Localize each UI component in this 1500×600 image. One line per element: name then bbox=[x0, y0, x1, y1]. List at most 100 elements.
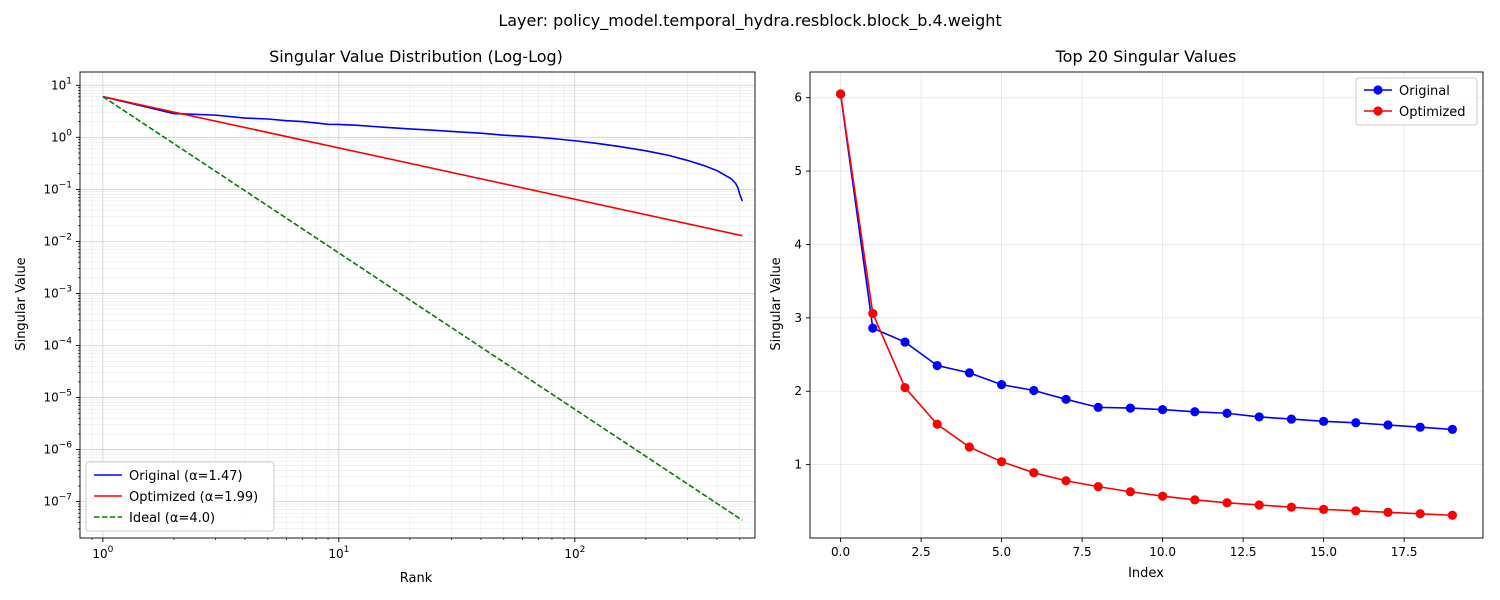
y-tick-label: 10−2 bbox=[43, 232, 72, 248]
top20-axes-frame bbox=[809, 71, 1484, 539]
y-tick-label: 3 bbox=[794, 311, 802, 325]
y-tick-label: 10−4 bbox=[43, 336, 72, 352]
loglog-x-axis-label: Rank bbox=[400, 571, 433, 586]
y-tick-exponent: −4 bbox=[59, 336, 73, 346]
legend-label-original-1-47: Original (α=1.47) bbox=[129, 469, 243, 484]
x-tick-label: 102 bbox=[564, 545, 585, 561]
x-tick-label: 0.0 bbox=[831, 545, 850, 559]
loglog-series-group bbox=[102, 95, 743, 521]
top20-panel: Top 20 Singular Values Index Singular Va… bbox=[769, 47, 1484, 581]
plot-frame bbox=[809, 71, 1484, 539]
y-tick-base: 10 bbox=[43, 495, 58, 509]
data-point-optimized bbox=[1029, 468, 1039, 478]
y-tick-exponent: 0 bbox=[66, 128, 72, 138]
y-tick-exponent: 1 bbox=[66, 76, 72, 86]
top20-chart-title: Top 20 Singular Values bbox=[1055, 47, 1237, 66]
data-point-optimized bbox=[1093, 482, 1103, 492]
x-tick-base: 10 bbox=[328, 547, 343, 561]
loglog-legend: Original (α=1.47) Optimized (α=1.99) Ideal… bbox=[85, 461, 275, 532]
y-tick-exponent: −7 bbox=[59, 493, 72, 503]
data-point-optimized bbox=[1383, 507, 1393, 517]
y-tick-base: 10 bbox=[43, 286, 58, 300]
data-point-optimized bbox=[900, 382, 910, 393]
series-line-optimized-1-99 bbox=[102, 95, 743, 237]
y-tick-base: 10 bbox=[51, 130, 66, 144]
data-point-optimized bbox=[964, 442, 974, 452]
y-tick-label: 1 bbox=[794, 458, 802, 472]
series-line-original bbox=[839, 93, 1453, 431]
top20-x-axis-label: Index bbox=[1128, 566, 1164, 581]
top20-series-group bbox=[835, 89, 1458, 520]
legend-label-ideal-4-0: Ideal (α=4.0) bbox=[129, 511, 215, 526]
series-line-ideal-4-0 bbox=[102, 95, 743, 521]
x-tick-base: 10 bbox=[564, 547, 579, 561]
y-tick-exponent: −3 bbox=[59, 284, 72, 294]
legend-marker-optimized bbox=[1373, 106, 1383, 116]
data-point-original bbox=[964, 368, 974, 378]
x-tick-label: 100 bbox=[92, 545, 113, 561]
y-tick-label: 2 bbox=[794, 384, 802, 398]
data-point-original bbox=[1383, 420, 1393, 430]
y-tick-label: 10−7 bbox=[43, 493, 72, 509]
top20-grid bbox=[810, 72, 1483, 538]
y-tick-base: 10 bbox=[43, 182, 58, 196]
y-tick-label: 5 bbox=[794, 164, 802, 178]
loglog-x-ticks: 100 101 102 bbox=[91, 538, 741, 561]
data-point-optimized bbox=[835, 89, 846, 99]
top20-legend: Original Optimized bbox=[1355, 77, 1478, 126]
data-point-optimized bbox=[1190, 495, 1200, 505]
x-tick-label: 7.5 bbox=[1073, 545, 1092, 559]
legend-label-optimized: Optimized bbox=[1399, 105, 1466, 120]
data-point-optimized bbox=[932, 419, 942, 429]
x-tick-label: 17.5 bbox=[1391, 545, 1418, 559]
loglog-y-axis-label: Singular Value bbox=[14, 257, 29, 350]
data-point-original bbox=[1286, 414, 1297, 424]
y-tick-label: 101 bbox=[51, 76, 72, 92]
y-tick-label: 6 bbox=[794, 91, 802, 105]
data-point-optimized bbox=[1158, 491, 1168, 501]
top20-x-ticks: 0.0 2.5 5.0 7.5 10.0 12.5 15.0 17.5 bbox=[831, 538, 1417, 559]
data-point-original bbox=[1222, 408, 1232, 418]
y-tick-base: 10 bbox=[51, 78, 66, 92]
data-point-optimized bbox=[868, 308, 878, 319]
legend-box bbox=[85, 461, 275, 532]
top20-y-axis-label: Singular Value bbox=[769, 257, 784, 350]
data-point-original bbox=[1447, 424, 1458, 434]
data-point-optimized bbox=[1319, 504, 1329, 514]
data-point-original bbox=[1351, 418, 1361, 428]
data-point-original bbox=[900, 337, 910, 347]
y-tick-base: 10 bbox=[43, 391, 58, 405]
data-point-optimized bbox=[1415, 509, 1425, 519]
y-tick-exponent: −1 bbox=[59, 180, 72, 190]
series-line-original-1-47 bbox=[102, 95, 743, 202]
data-point-original bbox=[868, 323, 878, 333]
x-tick-label: 12.5 bbox=[1230, 545, 1257, 559]
top20-y-ticks: 1 2 3 4 5 6 bbox=[794, 91, 810, 472]
x-tick-base: 10 bbox=[92, 547, 107, 561]
y-tick-base: 10 bbox=[43, 443, 58, 457]
y-tick-exponent: −6 bbox=[59, 441, 73, 451]
data-point-optimized bbox=[1061, 476, 1071, 486]
data-point-original bbox=[996, 380, 1007, 390]
y-tick-base: 10 bbox=[43, 234, 58, 248]
y-tick-exponent: −2 bbox=[59, 232, 72, 242]
data-point-original bbox=[1158, 404, 1168, 415]
y-tick-exponent: −5 bbox=[59, 389, 72, 399]
data-point-original bbox=[1093, 402, 1103, 412]
data-point-optimized bbox=[1286, 502, 1297, 512]
y-tick-label: 4 bbox=[794, 237, 802, 251]
legend-label-original: Original bbox=[1399, 84, 1450, 99]
y-tick-label: 10−1 bbox=[43, 180, 72, 196]
y-tick-label: 10−3 bbox=[43, 284, 72, 300]
series-line-optimized bbox=[839, 93, 1453, 517]
x-tick-label: 10.0 bbox=[1149, 545, 1176, 559]
x-tick-exponent: 1 bbox=[344, 545, 350, 555]
x-tick-label: 15.0 bbox=[1310, 545, 1337, 559]
data-point-original bbox=[1125, 403, 1135, 413]
data-point-original bbox=[1319, 416, 1329, 426]
x-tick-exponent: 0 bbox=[108, 545, 114, 555]
data-point-original bbox=[932, 360, 942, 371]
y-tick-label: 10−5 bbox=[43, 389, 72, 405]
legend-marker-original bbox=[1373, 85, 1383, 95]
